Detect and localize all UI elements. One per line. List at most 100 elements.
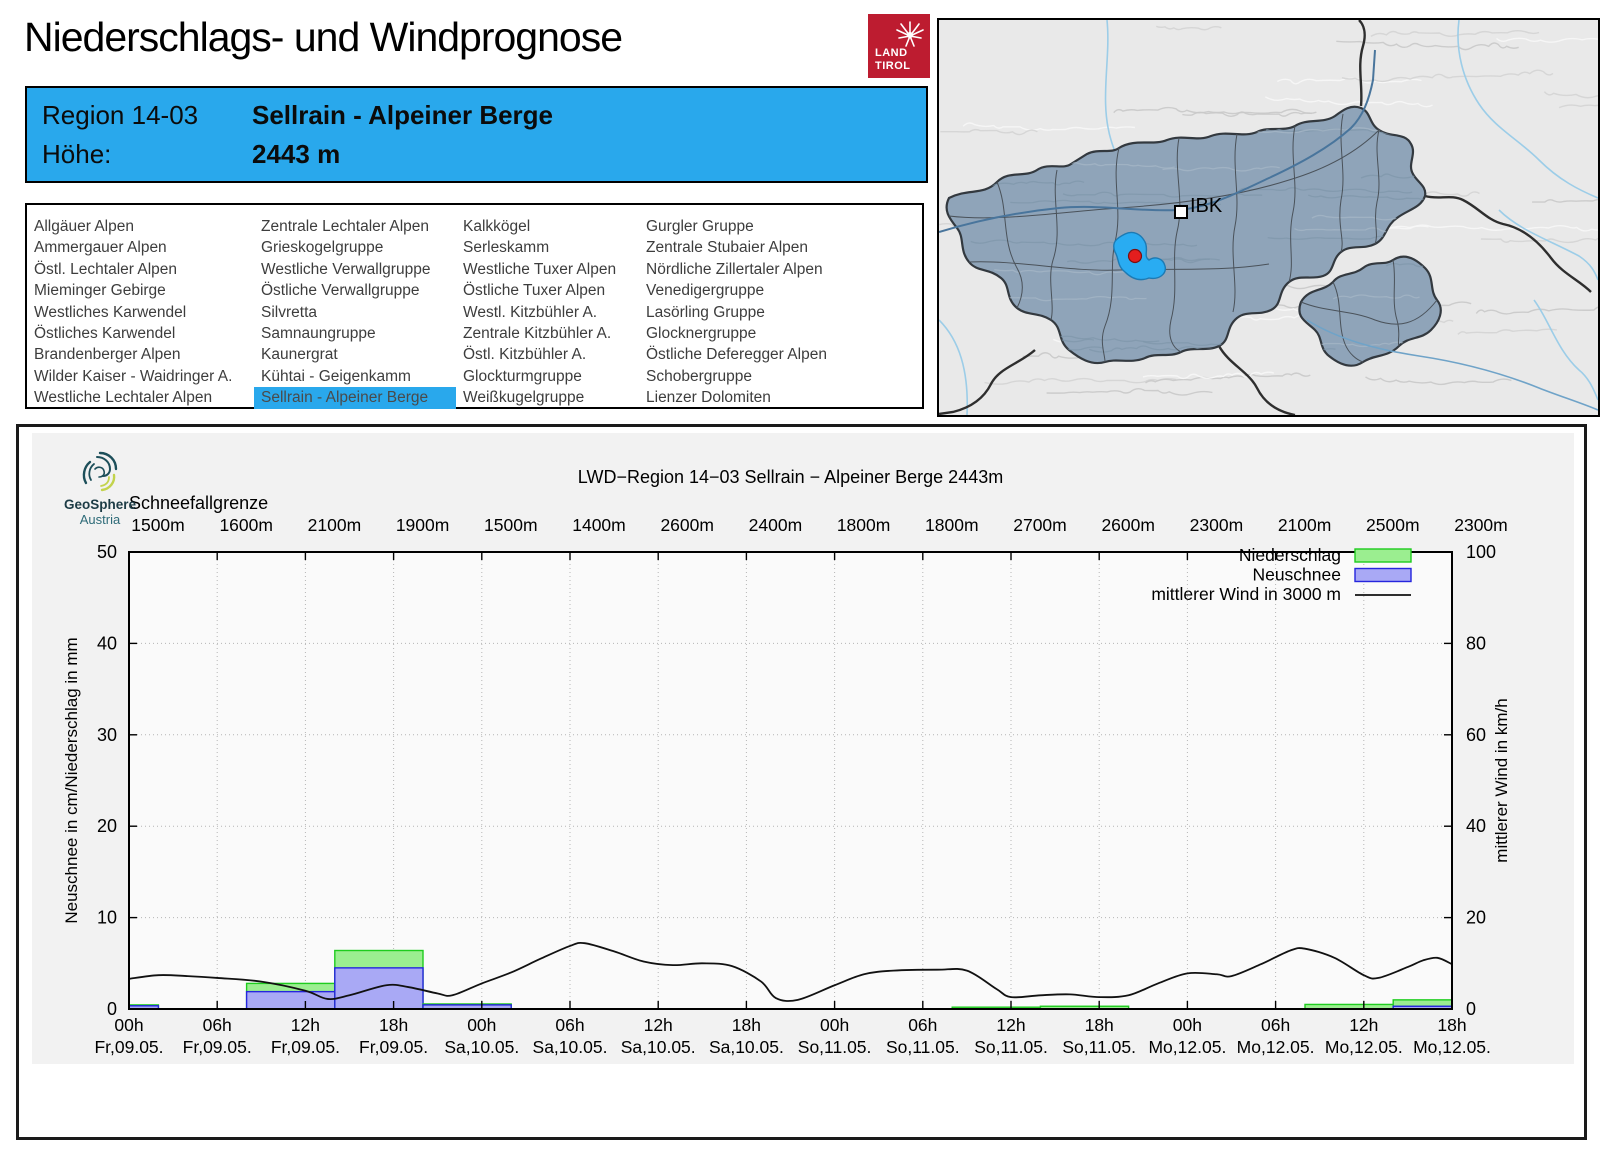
list-item[interactable]: Wilder Kaiser - Waidringer A. [34, 367, 233, 385]
list-item[interactable]: Kaunergrat [261, 346, 338, 364]
x-tick-time: 12h [996, 1015, 1025, 1035]
y-right-tick-label: 20 [1466, 908, 1486, 928]
x-tick-time: 18h [732, 1015, 761, 1035]
region-row: Region 14-03 Sellrain - Alpeiner Berge [42, 100, 553, 131]
list-item[interactable]: Östl. Kitzbühler A. [463, 346, 587, 364]
x-tick-date: Mo,12.05. [1325, 1037, 1403, 1057]
list-item[interactable]: Westl. Kitzbühler A. [463, 303, 598, 321]
list-item[interactable]: Östliche Tuxer Alpen [463, 282, 606, 300]
snowline-value: 1500m [484, 515, 538, 535]
snowline-value: 1800m [925, 515, 979, 535]
list-item[interactable]: Östl. Lechtaler Alpen [34, 260, 178, 278]
altitude-row: Höhe: 2443 m [42, 139, 340, 170]
snowline-value: 2100m [1278, 515, 1332, 535]
altitude-label: Höhe: [42, 139, 112, 169]
x-tick-time: 18h [1085, 1015, 1114, 1035]
y-right-tick-label: 100 [1466, 542, 1496, 562]
map-ibk-marker [1174, 205, 1188, 219]
list-item[interactable]: Schobergruppe [646, 367, 752, 385]
x-tick-date: Mo,12.05. [1148, 1037, 1226, 1057]
list-item[interactable]: Samnaungruppe [261, 325, 376, 343]
list-item[interactable]: Zentrale Lechtaler Alpen [261, 218, 430, 235]
legend-label: Niederschlag [1239, 545, 1341, 565]
x-tick-date: Fr,09.05. [183, 1037, 252, 1057]
snowline-value: 2300m [1454, 515, 1508, 535]
legend-label: Neuschnee [1252, 565, 1341, 585]
list-item[interactable]: Gurgler Gruppe [646, 218, 754, 235]
geosphere-logo: GeoSphere Austria [57, 449, 143, 527]
plot-area [129, 552, 1452, 1009]
snowline-value: 2300m [1190, 515, 1244, 535]
tirol-eagle-icon [896, 21, 924, 47]
legend-swatch [1354, 567, 1412, 583]
x-tick-date: Sa,10.05. [709, 1037, 784, 1057]
region-list-column-4: Gurgler Gruppe Zentrale Stubaier Alpen Nör… [639, 216, 922, 409]
x-tick-date: So,11.05. [974, 1037, 1048, 1057]
list-item[interactable]: Westliche Tuxer Alpen [463, 260, 617, 278]
y-left-tick-label: 0 [107, 999, 117, 1019]
list-item[interactable]: Kalkkögel [463, 218, 531, 235]
y-left-tick-label: 50 [97, 542, 117, 562]
list-item[interactable]: Westliches Karwendel [34, 303, 187, 321]
x-tick-time: 00h [820, 1015, 849, 1035]
list-item[interactable]: Brandenberger Alpen [34, 346, 181, 364]
y-right-tick-label: 40 [1466, 816, 1486, 836]
region-list-column-1: Allgäuer Alpen Ammergauer Alpen Östl. Lech… [27, 216, 254, 409]
list-item[interactable]: Östliche Verwallgruppe [261, 282, 420, 300]
list-item[interactable]: Westliche Verwallgruppe [261, 260, 431, 278]
snowline-value: 2500m [1366, 515, 1420, 535]
list-item[interactable]: Nördliche Zillertaler Alpen [646, 260, 823, 278]
list-item[interactable]: Glocknergruppe [646, 325, 757, 343]
snowline-value: 1800m [837, 515, 891, 535]
x-tick-date: Fr,09.05. [359, 1037, 428, 1057]
list-item[interactable]: Lienzer Dolomiten [646, 389, 771, 407]
list-item[interactable]: Östliches Karwendel [34, 325, 176, 343]
x-tick-date: Fr,09.05. [271, 1037, 340, 1057]
list-item[interactable]: Weißkugelgruppe [463, 389, 585, 407]
list-item-selected[interactable]: Sellrain - Alpeiner Berge [254, 387, 456, 409]
list-item[interactable]: Mieminger Gebirge [34, 282, 166, 300]
list-item[interactable]: Venedigergruppe [646, 282, 765, 300]
y-left-axis-title: Neuschnee in cm/Niederschlag in mm [62, 637, 81, 923]
x-tick-time: 00h [114, 1015, 143, 1035]
list-item[interactable]: Kühtai - Geigenkamm [261, 367, 411, 385]
y-left-tick-label: 40 [97, 633, 117, 653]
list-item[interactable]: Allgäuer Alpen [34, 218, 134, 235]
snowline-value: 1500m [131, 515, 185, 535]
list-item[interactable]: Grieskogelgruppe [261, 239, 384, 257]
y-right-tick-label: 80 [1466, 633, 1486, 653]
list-item[interactable]: Östliche Deferegger Alpen [646, 346, 827, 364]
y-left-tick-label: 10 [97, 908, 117, 928]
bar-neuschnee [334, 967, 424, 1010]
geosphere-name: GeoSphere [63, 497, 137, 512]
x-tick-date: So,11.05. [798, 1037, 872, 1057]
x-tick-time: 18h [1437, 1015, 1466, 1035]
list-item[interactable]: Ammergauer Alpen [34, 239, 167, 257]
snowline-value: 1600m [219, 515, 273, 535]
x-tick-time: 00h [467, 1015, 496, 1035]
list-item[interactable]: Westliche Lechtaler Alpen [34, 389, 213, 407]
forecast-chart: 0102030405002040608010000hFr,09.05.06hFr… [32, 433, 1574, 1064]
x-tick-time: 00h [1173, 1015, 1202, 1035]
x-tick-time: 12h [644, 1015, 673, 1035]
snowline-value: 1900m [396, 515, 450, 535]
geosphere-sub: Austria [79, 512, 121, 527]
map-inn-river [938, 49, 1376, 233]
y-left-tick-label: 30 [97, 725, 117, 745]
map-drau-river [1306, 319, 1599, 411]
region-name: Sellrain - Alpeiner Berge [252, 100, 554, 130]
map-ibk-label: IBK [1190, 195, 1223, 217]
x-tick-date: Fr,09.05. [94, 1037, 163, 1057]
plot-border [128, 551, 1453, 1010]
y-right-tick-label: 60 [1466, 725, 1486, 745]
snowline-value: 1400m [572, 515, 626, 535]
list-item[interactable]: Zentrale Kitzbühler A. [463, 325, 612, 343]
list-item[interactable]: Serleskamm [463, 239, 550, 257]
list-item[interactable]: Glockturmgruppe [463, 367, 582, 385]
list-item[interactable]: Zentrale Stubaier Alpen [646, 239, 808, 257]
list-item[interactable]: Silvretta [261, 303, 317, 321]
tirol-logo-text: LAND TIROL [875, 47, 911, 72]
list-item[interactable]: Lasörling Gruppe [646, 303, 765, 321]
snowline-value: 2600m [660, 515, 714, 535]
x-tick-date: Sa,10.05. [621, 1037, 696, 1057]
